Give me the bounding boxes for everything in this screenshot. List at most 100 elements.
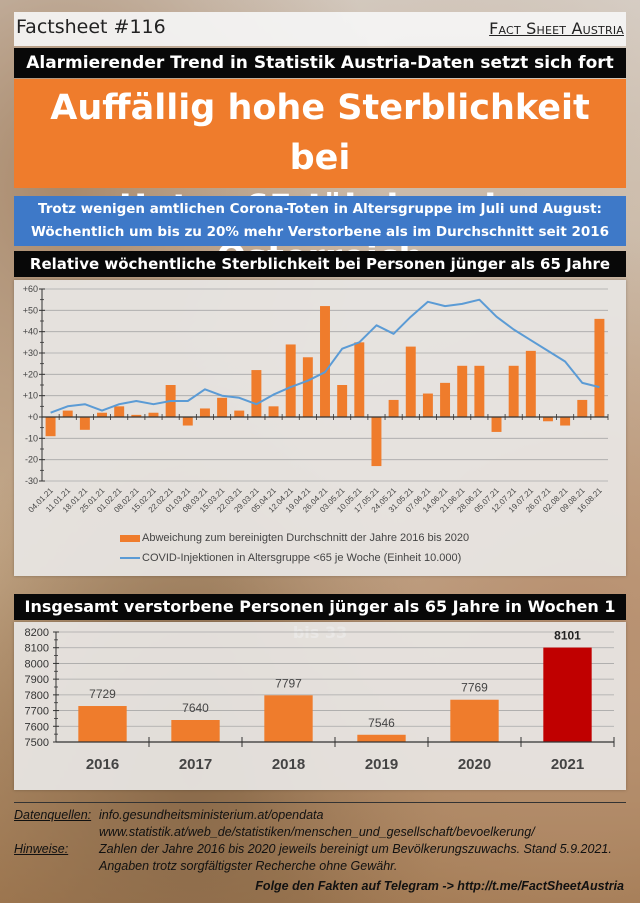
x-tick-label: 2021: [551, 756, 584, 773]
y-tick-label: +30: [23, 348, 38, 358]
blue-box-line1: Trotz wenigen amtlichen Corona-Toten in …: [38, 201, 602, 217]
headline: Auffällig hohe Sterblichkeit bei Unter-6…: [14, 79, 626, 278]
x-tick-label: 2017: [179, 756, 212, 773]
bar: [234, 410, 245, 417]
bar: [320, 306, 330, 417]
bar: [268, 406, 279, 417]
bar: [114, 406, 125, 417]
bar: [285, 344, 296, 417]
footer-notes-row: Hinweise: Zahlen der Jahre 2016 bis 2020…: [14, 841, 626, 858]
data-label: 8101: [554, 629, 581, 643]
bar: [542, 417, 553, 422]
bar: [251, 370, 262, 417]
legend-swatch-orange: [120, 534, 140, 542]
y-tick-label: 8200: [25, 627, 49, 639]
legend-item-line: COVID-Injektionen in Altersgruppe <65 je…: [120, 548, 469, 568]
bar: [440, 382, 451, 417]
bar: [264, 695, 313, 742]
bar: [337, 385, 348, 417]
bar: [45, 417, 56, 437]
bar: [491, 417, 502, 432]
y-tick-label: 7900: [25, 674, 49, 686]
data-label: 7769: [461, 681, 488, 695]
y-tick-label: +60: [23, 284, 38, 294]
bar: [560, 417, 571, 426]
x-tick-label: 2020: [458, 756, 491, 773]
bar: [171, 720, 220, 742]
legend-label-line: COVID-Injektionen in Altersgruppe <65 je…: [142, 552, 462, 564]
bar: [577, 399, 588, 417]
bar: [79, 417, 90, 430]
bar: [450, 699, 499, 742]
bar: [508, 365, 519, 417]
top-bar: Factsheet #116 Fact Sheet Austria: [14, 12, 626, 46]
y-tick-label: +50: [23, 305, 38, 315]
y-tick-label: -20: [25, 455, 38, 465]
bar: [388, 399, 399, 417]
data-label: 7546: [368, 716, 395, 730]
source-2: www.statistik.at/web_de/statistiken/mens…: [99, 825, 535, 839]
bar: [302, 357, 313, 417]
footer: Datenquellen: info.gesundheitsministeriu…: [14, 802, 626, 895]
factsheet-number: Factsheet #116: [16, 16, 166, 38]
y-tick-label: +0: [28, 412, 38, 422]
brand-name: Fact Sheet Austria: [489, 19, 624, 38]
bar: [405, 346, 416, 417]
bar: [182, 417, 193, 426]
y-tick-label: 7600: [25, 721, 49, 733]
sources-label: Datenquellen:: [14, 808, 92, 822]
y-tick-label: 8100: [25, 643, 49, 655]
bar: [422, 393, 433, 417]
blue-info-box: Trotz wenigen amtlichen Corona-Toten in …: [14, 196, 626, 246]
top-subtitle: Alarmierender Trend in Statistik Austria…: [14, 48, 626, 78]
chart1-legend: Abweichung zum bereinigten Durchschnitt …: [120, 528, 469, 568]
blue-box-line2: Wöchentlich um bis zu 20% mehr Verstorbe…: [30, 224, 610, 240]
bar: [457, 365, 468, 417]
data-label: 7640: [182, 701, 209, 715]
legend-item-bars: Abweichung zum bereinigten Durchschnitt …: [120, 528, 469, 548]
chart2-title: Insgesamt verstorbene Personen jünger al…: [14, 594, 626, 642]
bar: [357, 734, 406, 742]
y-tick-label: 8000: [25, 658, 49, 670]
footer-sources-row: Datenquellen: info.gesundheitsministeriu…: [14, 807, 626, 824]
weekly-mortality-chart: +60+50+40+30+20+10+0-10-20-3004.01.2111.…: [23, 284, 609, 514]
bar: [199, 408, 210, 417]
y-tick-label: 7700: [25, 706, 49, 718]
legend-swatch-blue: [120, 557, 140, 559]
telegram-link[interactable]: Folge den Fakten auf Telegram -> http://…: [255, 879, 624, 893]
note-2: Angaben trotz sorgfältigster Recherche o…: [99, 859, 398, 873]
source-1: info.gesundheitsministerium.at/opendata: [99, 808, 324, 822]
bar: [78, 706, 127, 742]
x-tick-label: 2019: [365, 756, 398, 773]
total-deaths-chart: 8200 8100 8000 7900 7800 7700 7600 7500 7729 2016…: [25, 627, 615, 773]
bar: [62, 410, 73, 417]
bar: [217, 397, 228, 417]
footer-note2-row: Angaben trotz sorgfältigster Recherche o…: [14, 858, 626, 875]
chart1-title: Relative wöchentliche Sterblichkeit bei …: [14, 251, 626, 277]
bar: [543, 647, 592, 742]
bar: [525, 350, 536, 417]
y-tick-label: +20: [23, 369, 38, 379]
y-tick-label: -10: [25, 433, 38, 443]
legend-label-bars: Abweichung zum bereinigten Durchschnitt …: [142, 532, 470, 544]
chart1-panel: +60 +50 +40 +30 +20 +10 +0 -10 -20 -30 04.01.21 11.…: [14, 280, 626, 576]
y-tick-label: +40: [23, 327, 38, 337]
footer-source2-row: www.statistik.at/web_de/statistiken/mens…: [14, 824, 626, 841]
bar: [371, 417, 382, 467]
injections-line: [50, 298, 600, 414]
bar: [594, 318, 605, 417]
y-tick-label: -30: [25, 476, 38, 486]
note-1: Zahlen der Jahre 2016 bis 2020 jeweils b…: [99, 842, 612, 856]
bar: [354, 342, 365, 417]
bar: [97, 412, 108, 417]
x-tick-label: 2018: [272, 756, 305, 773]
bar: [474, 365, 485, 417]
bar: [131, 414, 142, 417]
data-label: 7729: [89, 687, 116, 701]
y-tick-label: 7500: [25, 737, 49, 749]
headline-line1: Auffällig hohe Sterblichkeit bei: [50, 88, 590, 178]
x-tick-label: 2016: [86, 756, 119, 773]
chart2-panel: 8200 8100 8000 7900 7800 7700 7600 7500 7729 2016…: [14, 622, 626, 790]
data-label: 7797: [275, 676, 302, 690]
notes-label: Hinweise:: [14, 842, 69, 856]
